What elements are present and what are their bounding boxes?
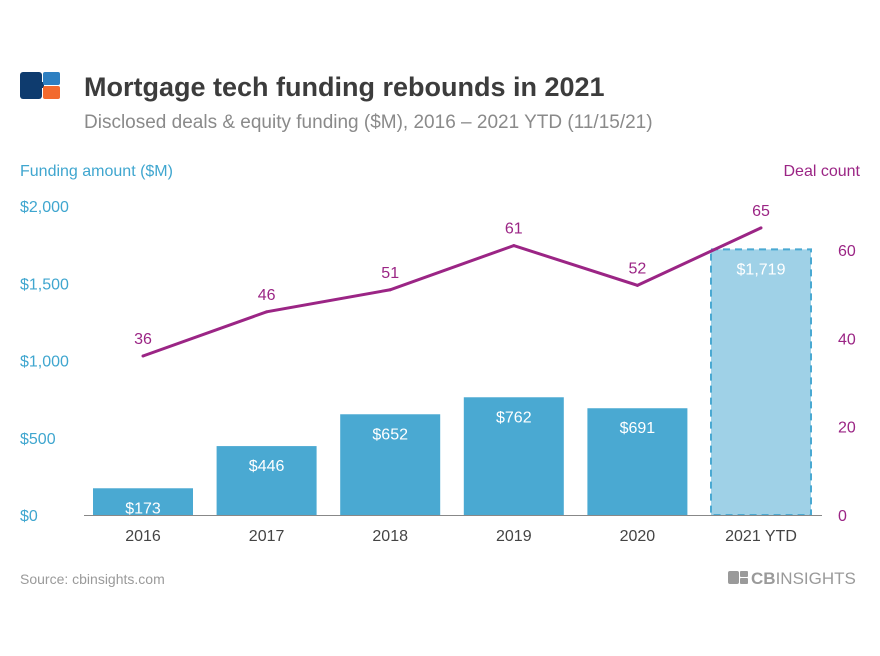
line-value-label: 61: [505, 221, 523, 238]
bar: [216, 446, 317, 515]
x-tick-label: 2016: [125, 528, 161, 545]
bar-value-label: $691: [620, 420, 656, 437]
deal-count-line: [142, 226, 762, 358]
cbinsights-logo: CBINSIGHTS: [728, 569, 856, 588]
bar: [463, 397, 564, 515]
bar: [340, 414, 441, 515]
bar-value-label: $762: [496, 409, 532, 426]
left-tick-label: $1,000: [20, 354, 69, 371]
svg-text:CBINSIGHTS: CBINSIGHTS: [751, 569, 856, 588]
chart-title: Mortgage tech funding rebounds in 2021: [84, 72, 605, 102]
right-axis-label: Deal count: [784, 163, 861, 180]
right-tick-label: 60: [838, 243, 856, 260]
bar-value-label: $446: [249, 458, 285, 475]
left-tick-label: $0: [20, 508, 38, 525]
x-tick-label: 2020: [620, 528, 656, 545]
x-tick-label: 2021 YTD: [725, 528, 797, 545]
right-tick-label: 40: [838, 331, 856, 348]
line-point: [265, 310, 269, 314]
left-tick-label: $1,500: [20, 276, 69, 293]
right-tick-label: 0: [838, 508, 847, 525]
chart-subtitle: Disclosed deals & equity funding ($M), 2…: [84, 112, 653, 133]
cb-logo-icon: [20, 72, 60, 99]
bar-value-label: $1,719: [737, 261, 786, 278]
line-point: [512, 244, 516, 248]
line-point: [388, 288, 392, 292]
line-value-label: 51: [381, 265, 399, 282]
bar-value-label: $173: [125, 500, 161, 517]
bar: [93, 488, 193, 515]
line-value-label: 46: [258, 287, 276, 304]
source-text: Source: cbinsights.com: [20, 571, 165, 587]
x-tick-label: 2019: [496, 528, 532, 545]
left-tick-label: $500: [20, 431, 56, 448]
bar-value-label: $652: [372, 426, 408, 443]
line-point: [635, 283, 639, 287]
bar: [710, 248, 812, 517]
x-tick-label: 2018: [372, 528, 408, 545]
left-axis-label: Funding amount ($M): [20, 163, 173, 180]
left-tick-label: $2,000: [20, 199, 69, 216]
line-point: [759, 226, 763, 230]
line-value-label: 65: [752, 203, 770, 220]
line-value-label: 52: [629, 260, 647, 277]
right-tick-label: 20: [838, 420, 856, 437]
x-tick-label: 2017: [249, 528, 285, 545]
bar: [587, 408, 688, 515]
line-point: [141, 354, 145, 358]
line-value-label: 36: [134, 331, 152, 348]
